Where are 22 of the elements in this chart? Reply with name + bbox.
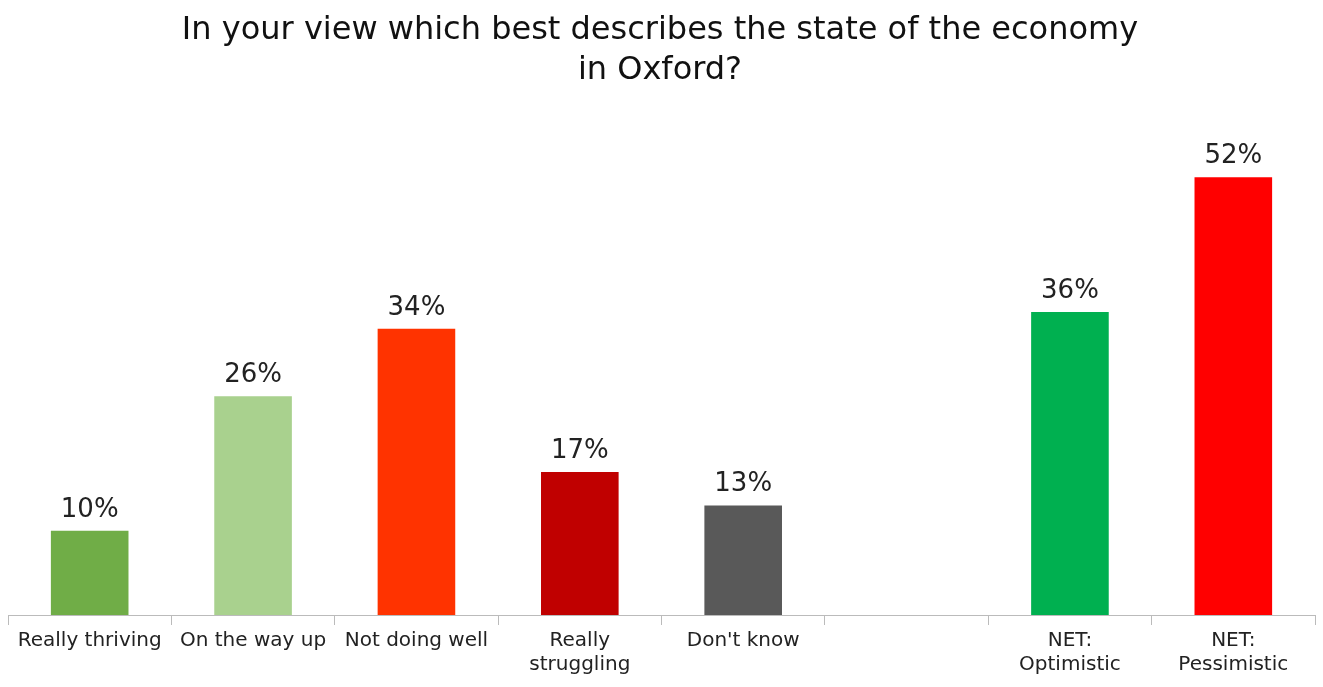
x-tick-label: On the way up: [179, 627, 327, 652]
x-tick-label: Not doing well: [344, 627, 489, 652]
data-label: 17%: [550, 433, 609, 464]
x-tick-label: Really thriving: [17, 627, 162, 652]
x-tick-label: Don't know: [686, 627, 800, 652]
bar: [541, 471, 619, 615]
data-label: 26%: [224, 357, 282, 388]
bar: [704, 505, 782, 615]
bar: [1194, 177, 1273, 615]
x-tick-label: NET: Optimistic: [1019, 627, 1121, 676]
x-tick-label: Really struggling: [529, 627, 631, 676]
bar: [377, 328, 456, 615]
data-label: 13%: [714, 467, 773, 498]
bar: [50, 530, 129, 615]
x-tick-label: NET: Pessimistic: [1178, 627, 1289, 676]
bar: [1031, 312, 1109, 615]
data-label: 52%: [1204, 139, 1263, 170]
data-label: 36%: [1041, 273, 1099, 304]
data-label: 34%: [387, 290, 446, 321]
chart-title: In your view which best describes the state of the economy in Oxford?: [180, 8, 1140, 88]
data-label: 10%: [60, 492, 119, 523]
bar: [214, 396, 292, 615]
